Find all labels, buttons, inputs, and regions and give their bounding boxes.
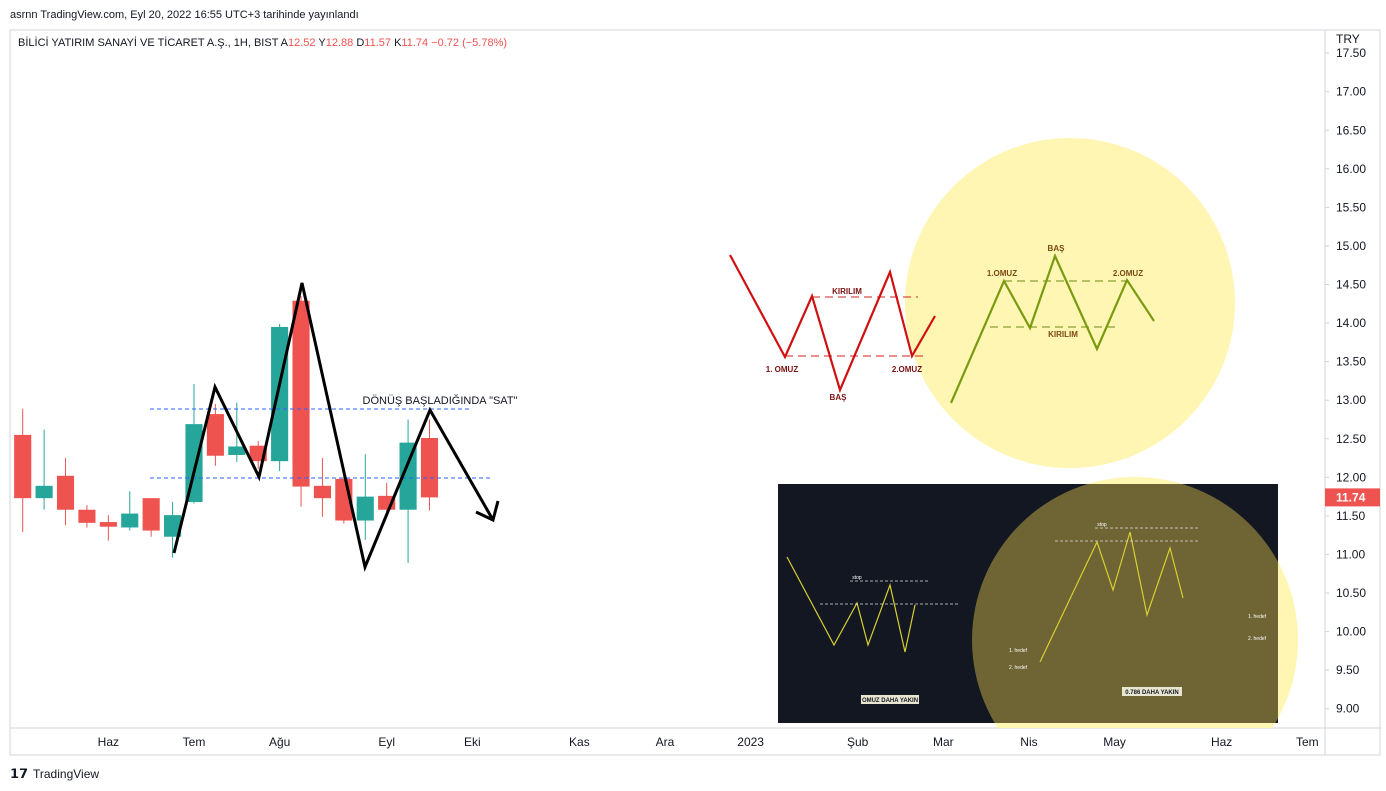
candles [14, 296, 439, 563]
ohlc-value: 12.88 [326, 37, 354, 49]
x-tick-label: Haz [98, 735, 119, 749]
diagram-label: BAŞ [830, 393, 848, 402]
y-tick-label: 14.00 [1336, 316, 1366, 330]
x-tick-label: Şub [847, 735, 869, 749]
x-tick-label: Eki [464, 735, 481, 749]
x-tick-label: Ağu [269, 735, 290, 749]
y-tick-label: 12.50 [1336, 432, 1366, 446]
x-tick-label: Ara [656, 735, 675, 749]
pattern-line [786, 556, 916, 653]
candle-body [121, 513, 139, 528]
y-tick-label: 16.50 [1336, 123, 1366, 137]
x-tick-label: Mar [933, 735, 954, 749]
last-price-tag [1325, 488, 1380, 507]
candle-body [185, 424, 203, 503]
ohlc-label: K [394, 37, 402, 49]
x-tick-label: Nis [1020, 735, 1037, 749]
brand: TradingView [33, 767, 99, 781]
candle-body [271, 326, 289, 462]
diagram-label: 1.OMUZ [987, 269, 1017, 278]
candle-body [206, 414, 224, 456]
y-tick-label: 11.00 [1336, 547, 1365, 561]
ohlc-label: Y [318, 37, 326, 49]
diagram-caption: OMUZ DAHA YAKIN [862, 698, 918, 704]
published-note: asrnn TradingView.com, Eyl 20, 2022 16:5… [10, 9, 359, 21]
x-tick-label: Tem [1296, 735, 1319, 749]
diagram-caption: 0.786 DAHA YAKIN [1125, 690, 1178, 696]
ohlc-value: 12.52 [288, 37, 316, 49]
pattern-line [949, 253, 1155, 404]
candle-body [56, 475, 75, 510]
diagram-label: KIRILIM [1048, 330, 1078, 339]
diagram-label: 2.OMUZ [1113, 269, 1143, 278]
candle-body [356, 496, 374, 521]
ohlc-label: A [281, 37, 289, 49]
candle-body [313, 485, 332, 499]
x-tick-label: Haz [1211, 735, 1232, 749]
highlight-circle [905, 138, 1235, 468]
ohlc-value: 11.57 [364, 37, 391, 49]
y-tick-label: 10.00 [1336, 625, 1366, 639]
diagram-label: 1. hedef [1009, 648, 1028, 654]
y-tick-label: 17.00 [1336, 85, 1366, 99]
candle-body [228, 446, 246, 455]
diagram-label: KIRILIM [832, 287, 862, 296]
last-price-label: 11.74 [1336, 490, 1366, 504]
zigzag-drawing [172, 282, 495, 572]
currency-label: TRY [1336, 32, 1360, 46]
candle-body [14, 434, 32, 499]
y-tick-label: 12.00 [1336, 470, 1366, 484]
ohlc-label: D [356, 37, 364, 49]
y-tick-label: 9.50 [1336, 663, 1360, 677]
y-tick-label: 13.00 [1336, 393, 1366, 407]
candle-body [292, 300, 310, 487]
y-tick-label: 16.00 [1336, 162, 1366, 176]
candle-body [142, 498, 160, 531]
pattern-line [1039, 531, 1184, 663]
diagram-label: stop [852, 575, 862, 581]
symbol-legend: BİLİCİ YATIRIM SANAYİ VE TİCARET A.Ş., 1… [18, 36, 507, 49]
diagram-label: 1. OMUZ [766, 365, 799, 374]
x-tick-label: Tem [183, 735, 206, 749]
y-tick-label: 11.50 [1336, 509, 1365, 523]
diagram-label: 2. hedef [1009, 665, 1028, 671]
logo-mark: 𝟭𝟳 [10, 766, 28, 781]
y-tick-label: 15.50 [1336, 200, 1366, 214]
y-tick-label: 9.00 [1336, 702, 1360, 716]
y-tick-label: 13.50 [1336, 355, 1366, 369]
x-tick-label: May [1103, 735, 1126, 749]
y-tick-label: 15.00 [1336, 239, 1366, 253]
candle-body [399, 442, 417, 510]
x-tick-label: Kas [569, 735, 590, 749]
diagram-label: 2. hedef [1248, 636, 1267, 642]
plot-area: DÖNÜŞ BAŞLADIĞINDA "SAT" KIRILIM 1. OMUZ… [14, 138, 1298, 728]
pattern-line [729, 254, 936, 394]
candle-body [78, 509, 96, 523]
caption-box [1122, 687, 1182, 696]
ohlc-value: 11.74 [401, 37, 428, 49]
chart-frame [9, 29, 1381, 756]
candle-body [164, 515, 182, 537]
diagram-label: BAŞ [1048, 244, 1066, 253]
candle-body [99, 522, 117, 527]
caption-box [861, 695, 919, 704]
x-tick-label: 2023 [737, 735, 764, 749]
candle-body [35, 485, 53, 499]
diagram-label: 2.OMUZ [892, 365, 922, 374]
candle-body [420, 438, 439, 498]
y-tick-label: 10.50 [1336, 586, 1366, 600]
change-value: −0.72 (−5.78%) [431, 37, 507, 49]
x-tick-label: Eyl [378, 735, 395, 749]
y-tick-label: 14.50 [1336, 278, 1366, 292]
symbol-name: BİLİCİ YATIRIM SANAYİ VE TİCARET A.Ş., 1… [18, 36, 279, 49]
y-tick-label: 17.50 [1336, 46, 1366, 60]
diagram-label: 1. hedef [1248, 614, 1267, 620]
legend: BİLİCİ YATIRIM SANAYİ VE TİCARET A.Ş., 1… [18, 36, 507, 49]
arrow-head [475, 500, 500, 523]
diagram-label: stop [1097, 522, 1107, 528]
annotation-text: DÖNÜŞ BAŞLADIĞINDA "SAT" [363, 394, 518, 407]
highlight-circle [972, 484, 1278, 723]
